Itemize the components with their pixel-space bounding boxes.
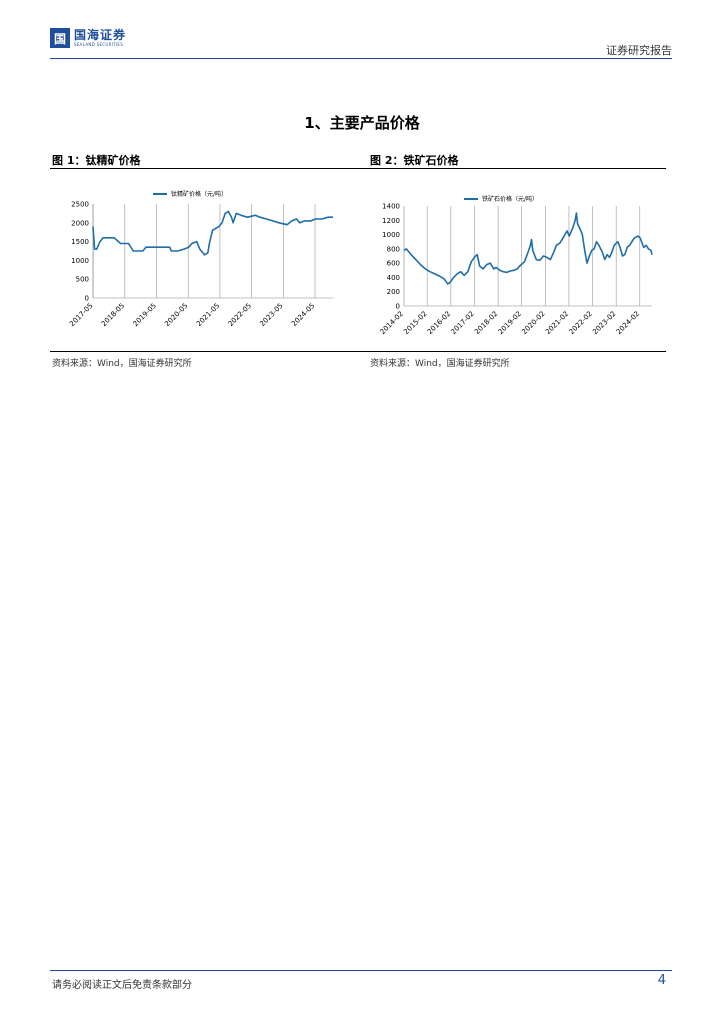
legend-label: 钛精矿价格（元/吨） xyxy=(171,190,227,198)
iron-ore-price-chart: 0 200 400 600 800 1000 1200 1400 2014-02 2015-02 2… xyxy=(372,184,664,350)
y-tick-label: 1200 xyxy=(382,217,400,225)
section-title: 1、主要产品价格 xyxy=(304,114,420,132)
x-tick-label: 2015-02 xyxy=(402,310,428,336)
x-tick-label: 2014-02 xyxy=(379,310,405,336)
y-tick-label: 800 xyxy=(387,245,400,253)
report-type-label: 证券研究报告 xyxy=(606,44,672,57)
logo-name-cn: 国海证券 xyxy=(74,28,127,42)
x-tick-label: 2024-05 xyxy=(290,302,316,328)
y-tick-label: 400 xyxy=(387,274,400,282)
x-tick-label: 2018-05 xyxy=(100,302,126,328)
x-tick-label: 2021-05 xyxy=(195,302,221,328)
figure-top-rule xyxy=(50,168,666,169)
chart-2-svg: 02004006008001000120014002014-022015-022… xyxy=(379,195,653,336)
y-tick-label: 1000 xyxy=(71,257,89,265)
y-tick-label: 2500 xyxy=(71,201,89,209)
x-tick-label: 2016-02 xyxy=(426,310,452,336)
y-tick-label: 2000 xyxy=(71,219,89,227)
y-tick-label: 600 xyxy=(387,260,400,268)
y-tick-label: 0 xyxy=(396,303,400,311)
x-tick-label: 2024-02 xyxy=(615,310,641,336)
y-tick-label: 1400 xyxy=(382,203,400,211)
x-tick-label: 2017-02 xyxy=(450,310,476,336)
figure-2-title: 图 2：铁矿石价格 xyxy=(370,154,459,167)
chart-1-svg: 0 500 1000 1500 2000 2500 2017-05 2018-05 2019-0… xyxy=(68,190,333,328)
figure-1-source: 资料来源：Wind，国海证券研究所 xyxy=(52,359,192,369)
header-divider xyxy=(50,58,672,59)
y-tick-label: 0 xyxy=(85,295,89,303)
titanium-concentrate-price-chart: 0 500 1000 1500 2000 2500 2017-05 2018-05 2019-0… xyxy=(55,184,345,350)
x-tick-label: 2023-05 xyxy=(258,302,284,328)
logo-text-block: 国海证券 SEALAND SECURITIES xyxy=(74,28,127,48)
x-tick-label: 2019-02 xyxy=(497,310,523,336)
y-tick-label: 200 xyxy=(387,288,400,296)
x-tick-label: 2022-05 xyxy=(227,302,253,328)
series-line xyxy=(92,210,333,256)
disclaimer-note: 请务必阅读正文后免责条款部分 xyxy=(52,980,192,991)
y-tick-label: 1500 xyxy=(71,238,89,246)
page-number: 4 xyxy=(657,973,666,988)
figure-bottom-rule xyxy=(50,351,666,352)
y-tick-label: 500 xyxy=(76,276,89,284)
figure-2-source: 资料来源：Wind，国海证券研究所 xyxy=(370,359,510,369)
legend-label: 铁矿石价格（元/吨） xyxy=(482,195,538,203)
logo-name-en: SEALAND SECURITIES xyxy=(74,42,124,47)
footer-divider xyxy=(50,970,672,971)
logo-mark: 国 xyxy=(50,28,70,48)
x-tick-label: 2019-05 xyxy=(132,302,158,328)
x-tick-label: 2017-05 xyxy=(68,302,94,328)
x-tick-label: 2020-05 xyxy=(163,302,189,328)
figure-1-title: 图 1：钛精矿价格 xyxy=(52,154,141,167)
y-tick-label: 1000 xyxy=(382,231,400,239)
series-line xyxy=(403,212,653,285)
x-tick-label: 2022-02 xyxy=(568,310,594,336)
x-tick-label: 2023-02 xyxy=(591,310,617,336)
x-tick-label: 2021-02 xyxy=(544,310,570,336)
brand-logo: 国 国海证券 SEALAND SECURITIES xyxy=(50,28,126,48)
x-tick-label: 2020-02 xyxy=(520,310,546,336)
x-tick-label: 2018-02 xyxy=(473,310,499,336)
